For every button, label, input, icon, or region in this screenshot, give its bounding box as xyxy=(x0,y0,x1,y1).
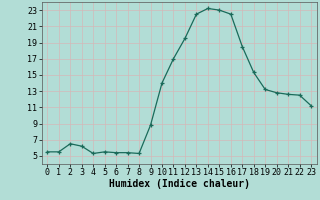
X-axis label: Humidex (Indice chaleur): Humidex (Indice chaleur) xyxy=(109,179,250,189)
